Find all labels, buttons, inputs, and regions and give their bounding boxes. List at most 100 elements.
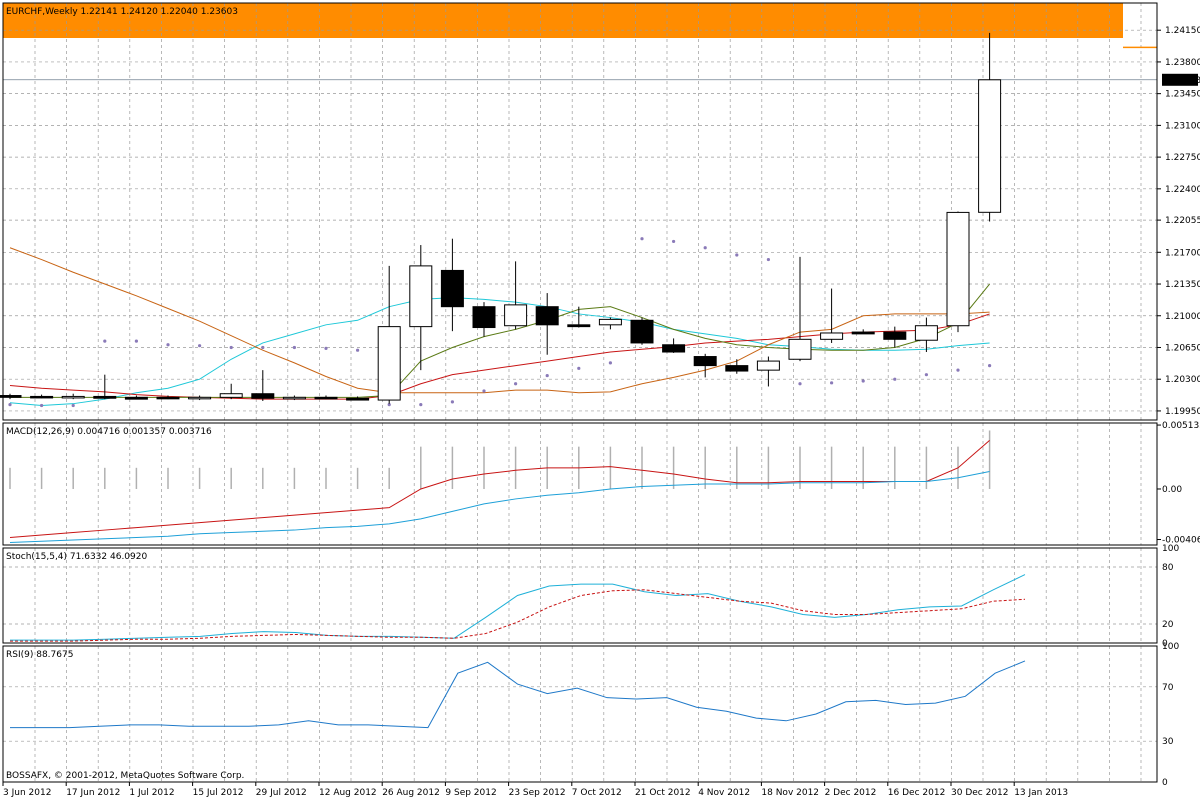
stoch-pane-title: Stoch(15,5,4) 71.6332 46.0920 [6, 552, 147, 562]
highlight-band [3, 3, 1123, 38]
sar-dot [735, 253, 739, 257]
rsi-tick-label: 0 [1162, 778, 1168, 788]
sar-dot [703, 246, 707, 250]
candle-body[interactable] [725, 365, 749, 372]
candle-body[interactable] [914, 325, 938, 341]
current-price-label: 1.23603 [1164, 76, 1200, 86]
sar-dot [514, 382, 518, 386]
x-axis-label: 2 Dec 2012 [825, 788, 877, 798]
rsi-line [10, 660, 1026, 729]
sar-dot [229, 345, 233, 350]
price-tick-label: 1.22055 [1165, 216, 1200, 226]
candle-body[interactable] [188, 396, 212, 400]
rsi-tick-label: 100 [1162, 642, 1179, 652]
candle-body[interactable] [282, 396, 306, 400]
sar-dot [40, 403, 44, 408]
rsi-tick-label: 70 [1162, 683, 1174, 693]
candle-body[interactable] [883, 331, 907, 340]
candle-body[interactable] [598, 318, 622, 326]
moving-average-line [9, 313, 990, 400]
candle-body[interactable] [251, 393, 275, 399]
sar-dot [261, 345, 265, 350]
candle-body[interactable] [346, 397, 370, 401]
stoch-main-line [10, 574, 1026, 641]
sar-dot [71, 403, 75, 408]
candle-body[interactable] [788, 338, 812, 360]
pane-frame-macd [2, 422, 1158, 546]
x-axis-label: 9 Sep 2012 [445, 788, 496, 798]
stoch-tick-label: 80 [1162, 563, 1174, 573]
sar-dot [166, 343, 170, 347]
sar-dot [482, 389, 486, 393]
candle-body[interactable] [756, 360, 780, 371]
sar-dot [134, 339, 138, 343]
candle-body[interactable] [472, 306, 496, 329]
candle-body[interactable] [156, 396, 180, 400]
sar-dot [830, 381, 834, 385]
candle-body[interactable] [409, 265, 433, 328]
x-axis-label: 26 Aug 2012 [382, 788, 440, 798]
candle-body[interactable] [219, 393, 243, 398]
candle-body[interactable] [567, 324, 591, 328]
sar-dot [798, 382, 802, 386]
candle-body[interactable] [535, 306, 559, 326]
candle-body[interactable] [820, 332, 844, 340]
x-axis-label: 29 Jul 2012 [256, 788, 307, 798]
price-tick-label: 1.21700 [1165, 248, 1200, 258]
macd-main-line [9, 440, 990, 539]
x-axis-label: 18 Nov 2012 [761, 788, 819, 798]
macd-tick-label: 0.005135 [1162, 421, 1200, 431]
x-axis-label: 7 Oct 2012 [572, 788, 622, 798]
price-pane-title: EURCHF,Weekly 1.22141 1.24120 1.22040 1.… [6, 7, 238, 17]
sar-dot [672, 239, 676, 244]
candle-body[interactable] [61, 395, 85, 399]
candle-body[interactable] [662, 344, 686, 353]
x-axis-label: 1 Jul 2012 [129, 788, 174, 798]
sar-dot [324, 346, 328, 350]
price-tick-label: 1.19950 [1165, 407, 1200, 417]
candle-body[interactable] [504, 304, 528, 327]
x-axis-label: 15 Jul 2012 [193, 788, 244, 798]
candle-body[interactable] [946, 211, 970, 327]
sar-dot [861, 379, 865, 383]
stoch-tick-label: 100 [1162, 544, 1179, 554]
sar-dot [198, 344, 202, 348]
candle-body[interactable] [693, 356, 717, 367]
sar-dot [545, 373, 549, 378]
moving-average-line [9, 247, 990, 394]
x-axis-label: 21 Oct 2012 [635, 788, 691, 798]
x-axis-label: 13 Jan 2013 [1014, 788, 1068, 798]
candle-body[interactable] [314, 396, 338, 400]
candle-body[interactable] [978, 79, 1002, 213]
price-tick-label: 1.22400 [1165, 185, 1200, 195]
rsi-tick-label: 30 [1162, 737, 1174, 747]
price-tick-label: 1.22750 [1165, 153, 1200, 163]
rsi-pane-title: RSI(9) 88.7675 [6, 650, 73, 660]
price-tick-label: 1.24150 [1165, 26, 1200, 36]
candle-body[interactable] [30, 395, 54, 399]
moving-average-line [9, 297, 990, 406]
macd-signal-line [9, 471, 990, 544]
candle-body[interactable] [851, 331, 875, 335]
candle-body[interactable] [630, 319, 654, 344]
macd-tick-label: 0.00 [1162, 485, 1182, 495]
sar-dot [577, 366, 581, 370]
candle-body[interactable] [440, 269, 464, 308]
price-tick-label: 1.20650 [1165, 343, 1200, 353]
sar-dot [356, 348, 360, 352]
sar-dot [988, 364, 992, 368]
x-axis-label: 3 Jun 2012 [3, 788, 51, 798]
candle-body[interactable] [377, 326, 401, 401]
sar-dot [419, 402, 423, 407]
pane-frame-rsi [2, 645, 1158, 783]
macd-tick-label: -0.00406 [1162, 536, 1200, 546]
price-tick-label: 1.20300 [1165, 375, 1200, 385]
sar-dot [292, 345, 296, 350]
candle-body[interactable] [93, 395, 117, 399]
candle-body[interactable] [0, 395, 22, 398]
sar-dot [924, 373, 929, 377]
sar-dot [450, 400, 454, 404]
candle-body[interactable] [124, 396, 148, 400]
sar-dot [387, 402, 391, 407]
